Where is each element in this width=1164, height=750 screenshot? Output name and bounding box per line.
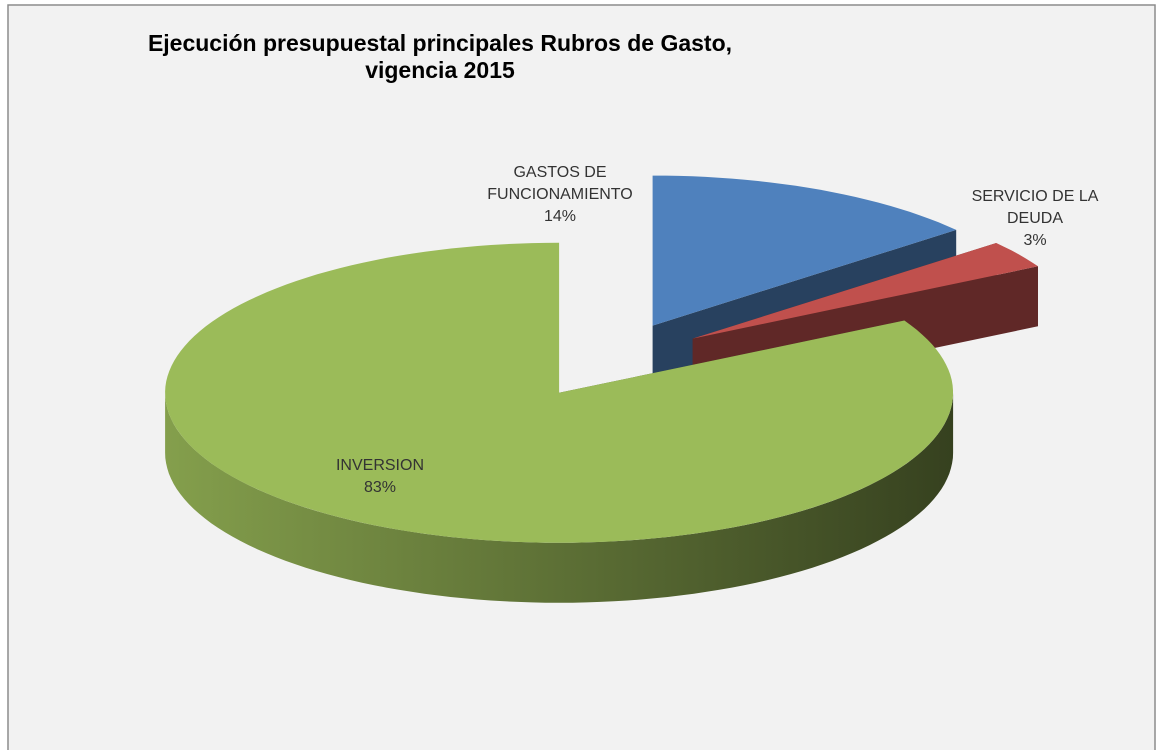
slice-value-label: 83%: [363, 479, 397, 496]
slice-label: INVERSION: [335, 457, 424, 474]
slice-top: [692, 243, 1038, 339]
slice-label: GASTOS DE FUNCIONAMIENTO: [487, 164, 633, 203]
slice-label: SERVICIO DE LA DEUDA: [971, 188, 1099, 227]
slice-value-label: 3%: [1023, 232, 1047, 249]
slice-top: [652, 175, 957, 326]
slice-value-label: 14%: [543, 208, 577, 225]
slice-side: [165, 392, 954, 603]
slice: [165, 242, 954, 603]
slice-top: [165, 242, 954, 543]
chart-title: Ejecución presupuestal principales Rubro…: [147, 30, 733, 83]
